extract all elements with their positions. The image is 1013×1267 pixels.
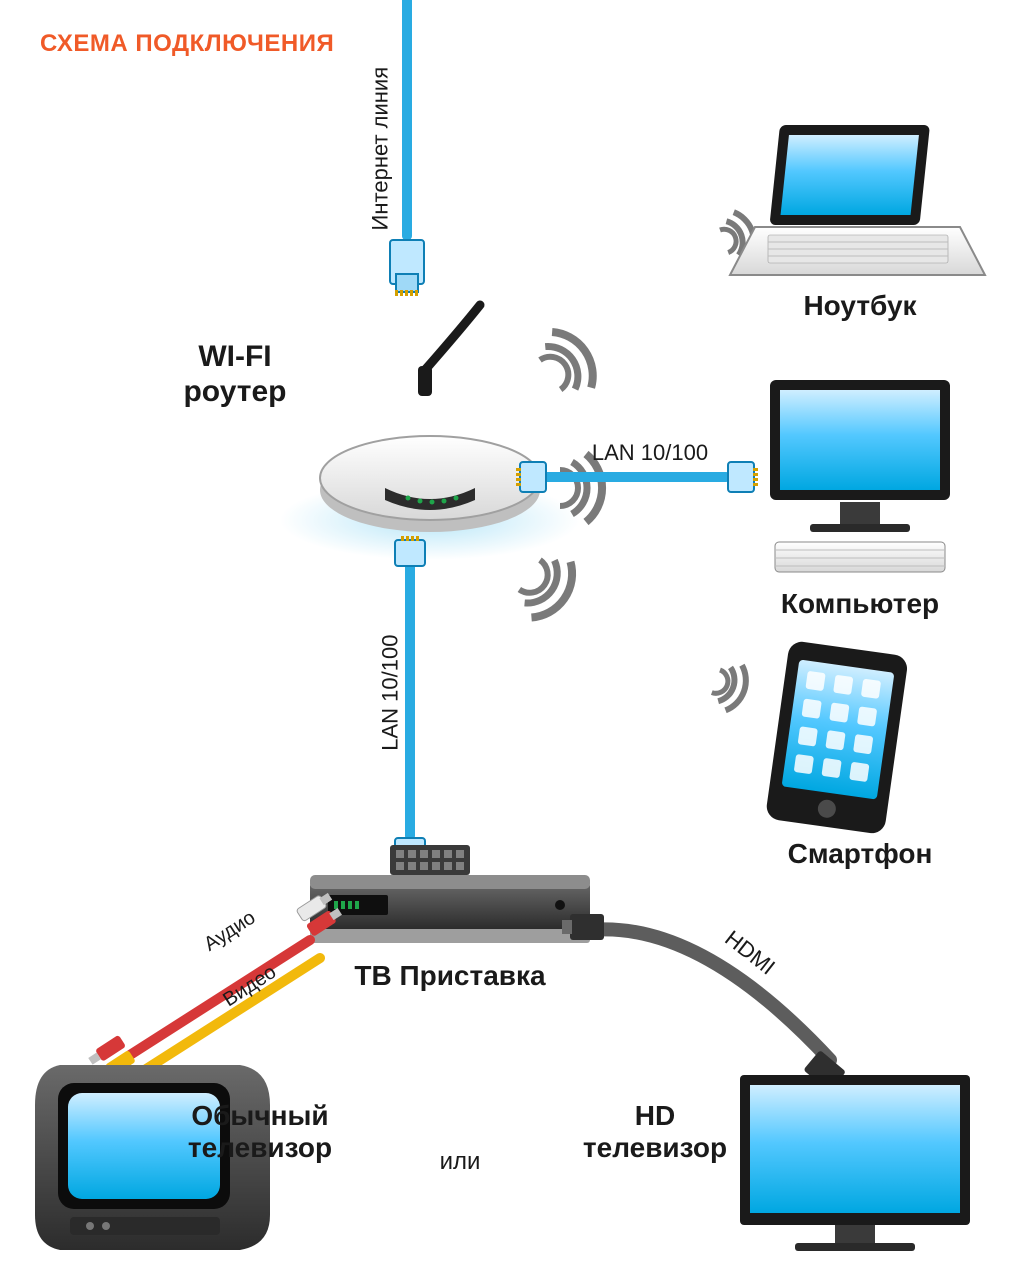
device-router	[280, 305, 580, 560]
device-settop	[310, 845, 590, 943]
label-router: WI-FI роутер	[150, 340, 320, 409]
label-crt-tv: Обычный телевизор	[150, 1100, 370, 1164]
cable-lan-desktop	[516, 462, 758, 492]
label-desktop: Компьютер	[750, 588, 970, 620]
diagram-canvas	[0, 0, 1013, 1267]
label-lan-settop: LAN 10/100	[377, 593, 402, 793]
cable-hdmi	[562, 914, 852, 1097]
label-settop: ТВ Приставка	[310, 960, 590, 992]
device-smartphone	[765, 640, 909, 835]
cable-rca	[87, 890, 344, 1082]
label-smartphone: Смартфон	[750, 838, 970, 870]
label-internet-line: Интернет линия	[367, 49, 392, 249]
label-lan-desktop: LAN 10/100	[570, 440, 730, 465]
wifi-arcs-bot	[510, 547, 583, 627]
label-hd-tv: HD телевизор	[555, 1100, 755, 1164]
device-laptop	[730, 125, 985, 275]
device-desktop	[770, 380, 950, 572]
wifi-arcs-phone	[708, 659, 752, 714]
cable-internet	[390, 0, 424, 296]
label-laptop: Ноутбук	[760, 290, 960, 322]
wifi-arcs-top	[531, 323, 604, 403]
device-hd-tv	[740, 1075, 970, 1251]
label-or: или	[410, 1148, 510, 1176]
